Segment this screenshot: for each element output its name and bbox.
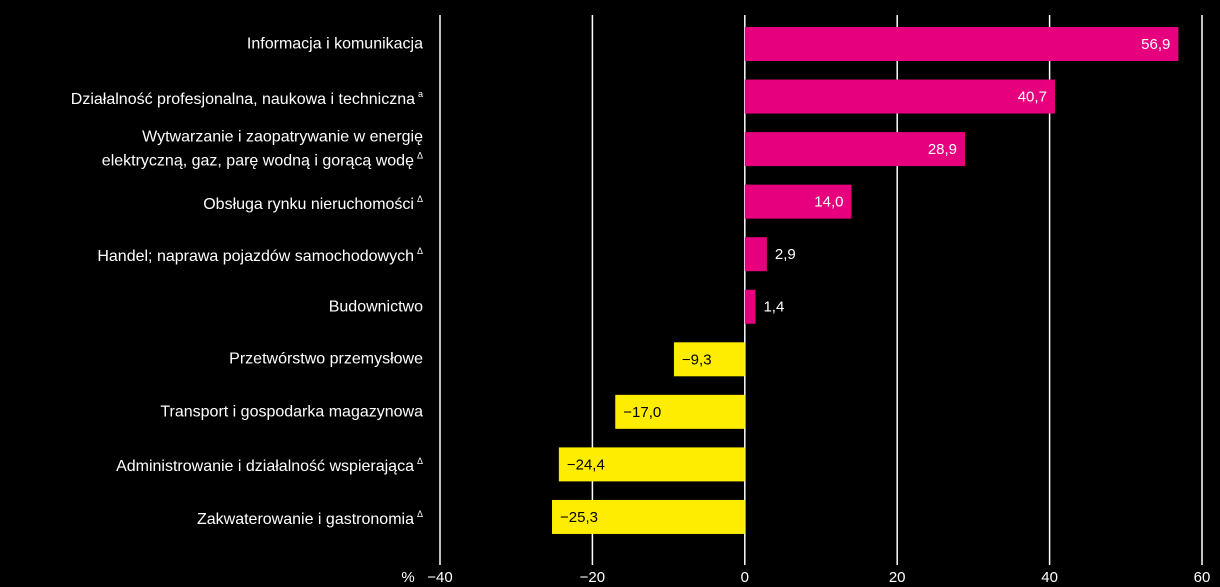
value-label: 2,9 — [775, 246, 796, 263]
category-text: Obsługa rynku nieruchomości — [203, 195, 414, 213]
category-text: Handel; naprawa pojazdów samochodowych — [97, 248, 414, 266]
bar — [744, 132, 966, 167]
category-text: Transport i gospodarka magazynowa — [160, 403, 423, 421]
bar — [744, 289, 756, 324]
value-label: 14,0 — [814, 194, 843, 211]
bar — [558, 447, 745, 482]
value-label: −25,3 — [560, 509, 598, 526]
x-tick-label: −20 — [580, 569, 605, 586]
category-text: Zakwaterowanie i gastronomia — [196, 510, 414, 528]
category-label: Działalność profesjonalna, naukowa i tec… — [71, 85, 423, 109]
category-note: Δ — [416, 456, 423, 467]
bar — [744, 237, 767, 272]
category-label: Informacja i komunikacja — [247, 35, 423, 54]
category-label: Handel; naprawa pojazdów samochodowych Δ — [97, 242, 423, 266]
category-label: Wytwarzanie i zaopatrywanie w energię el… — [102, 128, 423, 171]
category-label: Administrowanie i działalność wspierając… — [116, 452, 423, 476]
x-tick-label: 0 — [741, 569, 749, 586]
value-label: −24,4 — [567, 456, 605, 473]
value-label: 40,7 — [1018, 89, 1047, 106]
bar — [744, 184, 852, 219]
x-tick-label: 40 — [1041, 569, 1058, 586]
bar — [615, 394, 745, 429]
bar — [673, 342, 745, 377]
category-note: Δ — [416, 508, 423, 519]
category-label: Przetwórstwo przemysłowe — [229, 350, 423, 369]
x-axis-label: % — [401, 569, 414, 586]
category-note: Δ — [416, 150, 423, 161]
category-note: Δ — [416, 193, 423, 204]
bar — [744, 79, 1055, 114]
category-label: Zakwaterowanie i gastronomia Δ — [197, 505, 423, 529]
category-text: Administrowanie i działalność wspierając… — [116, 458, 414, 476]
category-label: Obsługa rynku nieruchomości Δ — [203, 190, 423, 214]
x-tick-label: 60 — [1194, 569, 1211, 586]
category-text: Wytwarzanie i zaopatrywanie w energię el… — [101, 128, 423, 170]
category-text: Informacja i komunikacja — [246, 35, 423, 53]
category-text: Budownictwo — [328, 298, 423, 316]
category-note: Δ — [416, 246, 423, 257]
category-text: Działalność profesjonalna, naukowa i tec… — [70, 90, 415, 108]
value-label: −17,0 — [623, 404, 661, 421]
category-label: Transport i gospodarka magazynowa — [160, 402, 423, 421]
value-label: 28,9 — [928, 141, 957, 158]
value-label: −9,3 — [682, 351, 712, 368]
bar — [744, 27, 1179, 61]
category-label: Budownictwo — [329, 297, 423, 316]
x-tick-label: −40 — [427, 569, 452, 586]
category-note: a — [417, 88, 423, 99]
category-text: Przetwórstwo przemysłowe — [229, 350, 423, 368]
bar — [552, 499, 745, 534]
value-label: 56,9 — [1141, 36, 1170, 53]
x-tick-label: 20 — [889, 569, 906, 586]
value-label: 1,4 — [763, 299, 784, 316]
